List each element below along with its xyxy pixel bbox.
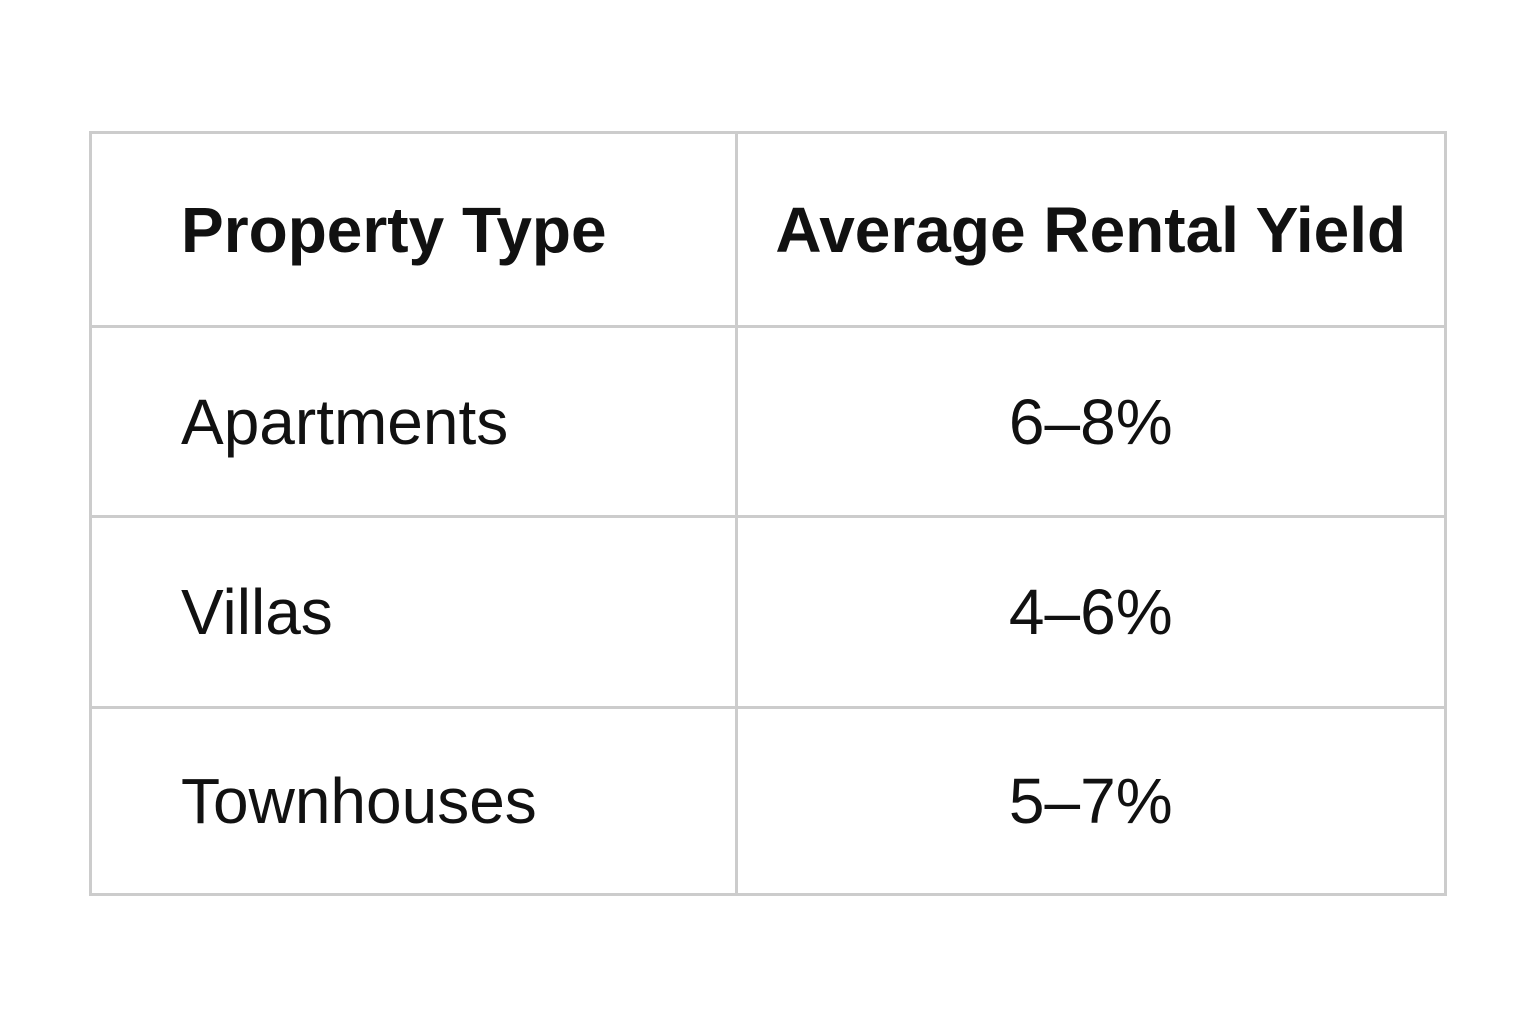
- cell-property-type: Apartments: [92, 324, 738, 519]
- cell-rental-yield: 6–8%: [734, 324, 1444, 519]
- cell-rental-yield: 4–6%: [734, 515, 1444, 709]
- cell-property-type: Townhouses: [92, 705, 738, 893]
- cell-property-type: Villas: [92, 515, 738, 709]
- table-row: Apartments 6–8%: [92, 324, 1444, 519]
- table-row: Townhouses 5–7%: [92, 705, 1444, 893]
- cell-rental-yield: 5–7%: [734, 705, 1444, 893]
- header-average-rental-yield: Average Rental Yield: [734, 134, 1444, 328]
- rental-yield-table-container: Property Type Average Rental Yield Apart…: [89, 131, 1447, 896]
- table-header-row: Property Type Average Rental Yield: [92, 134, 1444, 328]
- header-property-type: Property Type: [92, 134, 738, 328]
- rental-yield-table: Property Type Average Rental Yield Apart…: [92, 134, 1444, 893]
- table-row: Villas 4–6%: [92, 515, 1444, 709]
